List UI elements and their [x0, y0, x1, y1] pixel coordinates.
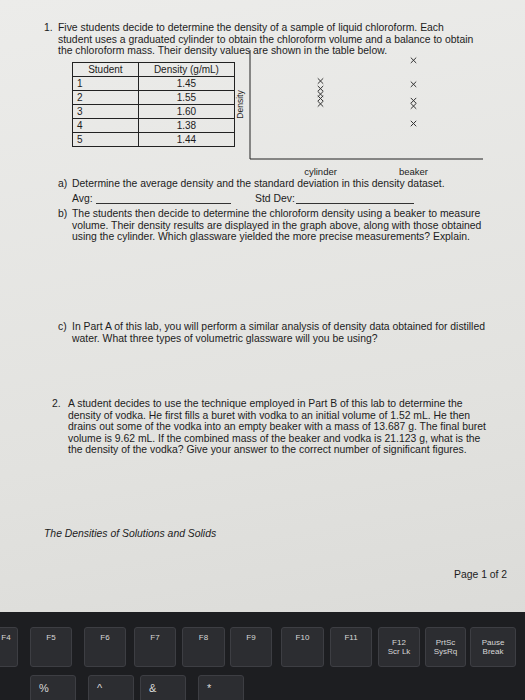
- html-text:F11: F11: [344, 633, 358, 642]
- html-text:1.: 1.: [44, 22, 53, 33]
- html-text:c): c): [58, 321, 67, 332]
- html-text:F7: F7: [150, 633, 160, 642]
- html-text:F12: F12: [392, 638, 406, 647]
- html-text:water. What three types of vol: water. What three types of volumetric gl…: [72, 332, 378, 344]
- html-text:Page 1 of 2: Page 1 of 2: [454, 569, 508, 580]
- html-text:volume. Their density results: volume. Their density results are displa…: [72, 219, 482, 231]
- html-text:F8: F8: [198, 633, 209, 642]
- svg-text:cylinder: cylinder: [304, 166, 337, 177]
- svg-text:Density: Density: [235, 90, 245, 119]
- html-text:the chloroform mass. Their den: the chloroform mass. Their density value…: [58, 45, 387, 56]
- html-text:F9: F9: [246, 633, 256, 642]
- html-text:1.44: 1.44: [176, 134, 197, 145]
- html-text:SysRq: SysRq: [433, 647, 458, 656]
- html-text:5: 5: [77, 134, 83, 145]
- html-text:In Part A of this lab, you wil: In Part A of this lab, you will perform …: [72, 321, 485, 332]
- html-text:PrtSc: PrtSc: [435, 638, 456, 647]
- html-text:F4: F4: [1, 633, 11, 642]
- html-text:Std Dev:: Std Dev:: [255, 193, 295, 204]
- html-text:Density (g/mL): Density (g/mL): [153, 64, 219, 75]
- html-text:a): a): [58, 178, 68, 189]
- html-text:4: 4: [77, 120, 83, 131]
- html-text:Pause: Pause: [481, 638, 505, 647]
- html-text:student uses a graduated cylin: student uses a graduated cylinder to obt…: [58, 33, 474, 45]
- html-text:2: 2: [77, 92, 83, 103]
- html-text:density of vodka. He first fil: density of vodka. He first fills a buret…: [68, 409, 470, 421]
- html-text:1.45: 1.45: [176, 78, 197, 89]
- html-text:drains out some of the vodka i: drains out some of the vodka into an emp…: [68, 421, 486, 432]
- html-text:3: 3: [77, 106, 83, 117]
- svg-text:beaker: beaker: [399, 166, 428, 177]
- html-text:Determine the average density: Determine the average density and the st…: [72, 178, 445, 189]
- html-text:The Densities of Solutions and: The Densities of Solutions and Solids: [44, 528, 217, 539]
- html-text:The students then decide to de: The students then decide to determine th…: [72, 208, 481, 219]
- html-text:A student decides to use the t: A student decides to use the technique e…: [68, 398, 463, 409]
- html-text:Scr Lk: Scr Lk: [387, 647, 411, 656]
- html-text:Five students decide to determ: Five students decide to determine the de…: [58, 22, 444, 33]
- html-text:Break: Break: [482, 647, 504, 656]
- html-text:b): b): [58, 208, 68, 219]
- html-text:1.60: 1.60: [176, 106, 197, 117]
- html-text:volume is 9.62 mL. If the comb: volume is 9.62 mL. If the combined mass …: [68, 432, 481, 444]
- html-text:1.55: 1.55: [176, 92, 197, 103]
- html-text:F10: F10: [295, 633, 310, 642]
- html-text:1.38: 1.38: [176, 120, 197, 131]
- html-text:Avg:: Avg:: [72, 193, 93, 204]
- html-text:Student: Student: [88, 64, 123, 75]
- html-text:the density of the vodka? Give: the density of the vodka? Give your answ…: [68, 444, 467, 455]
- html-text:using the cylinder. Which glas: using the cylinder. Which glassware yiel…: [72, 231, 470, 242]
- html-text:1: 1: [77, 78, 83, 89]
- html-text:F6: F6: [100, 633, 110, 642]
- html-text:2.: 2.: [52, 398, 61, 409]
- html-text:F5: F5: [46, 633, 56, 642]
